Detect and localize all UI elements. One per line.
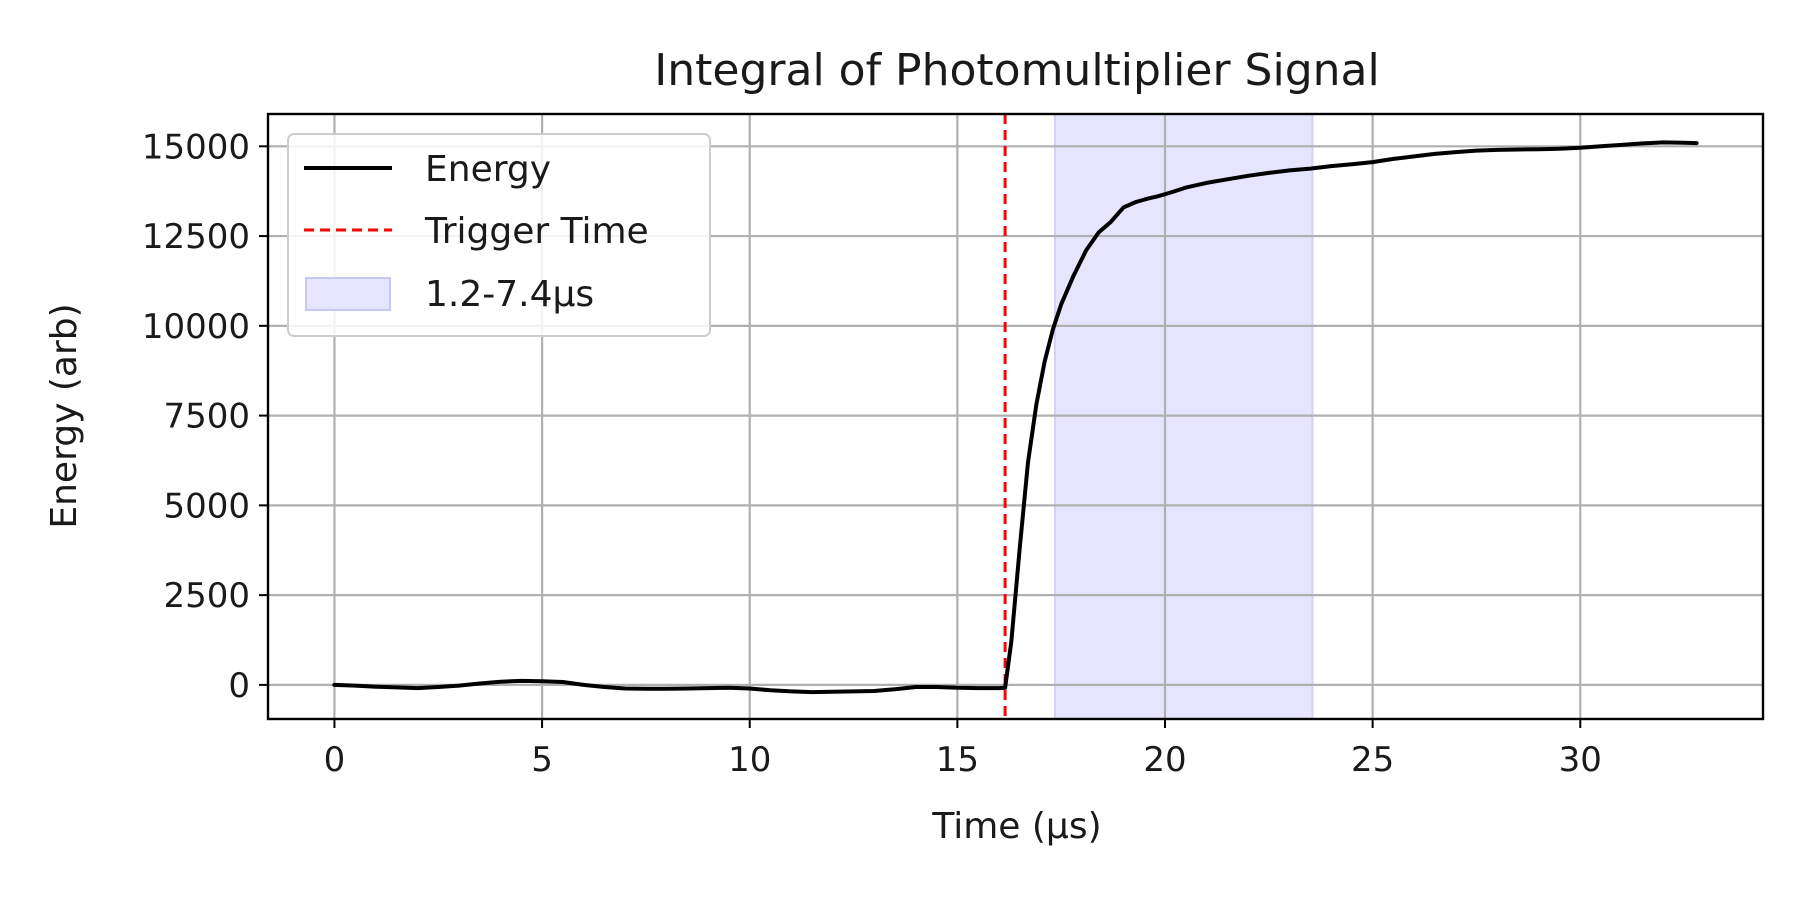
x-tick-label: 30 [1559, 740, 1602, 780]
x-tick-label: 5 [531, 740, 553, 780]
legend-label-trigger: Trigger Time [424, 211, 649, 252]
y-tick-label: 2500 [163, 576, 250, 616]
y-axis-label: Energy (arb) [44, 303, 85, 528]
x-tick-label: 20 [1143, 740, 1186, 780]
legend-swatch-span [305, 277, 391, 311]
y-tick-label: 10000 [142, 307, 250, 347]
y-tick-label: 7500 [163, 397, 250, 437]
y-tick-label: 15000 [142, 127, 250, 167]
y-axis-ticks: 0 2500 5000 7500 10000 12500 15000 [142, 127, 268, 706]
legend-box [287, 133, 711, 337]
y-tick-label: 0 [228, 666, 250, 706]
chart-title: Integral of Photomultiplier Signal [654, 45, 1379, 96]
x-tick-label: 25 [1351, 740, 1394, 780]
energy-series-line [332, 140, 1699, 695]
x-axis-ticks: 0 5 10 15 20 25 30 [324, 719, 1602, 780]
x-tick-label: 0 [324, 740, 346, 780]
energy-line-layer [332, 140, 1699, 695]
x-tick-label: 15 [936, 740, 979, 780]
grid-layer [268, 114, 1763, 719]
legend-label-energy: Energy [425, 149, 551, 190]
y-tick-label: 5000 [163, 486, 250, 526]
legend-label-span: 1.2-7.4μs [425, 274, 594, 315]
x-tick-label: 10 [728, 740, 771, 780]
x-axis-label: Time (μs) [931, 806, 1101, 847]
y-tick-label: 12500 [142, 217, 250, 257]
legend: Energy Trigger Time 1.2-7.4μs [287, 133, 711, 337]
